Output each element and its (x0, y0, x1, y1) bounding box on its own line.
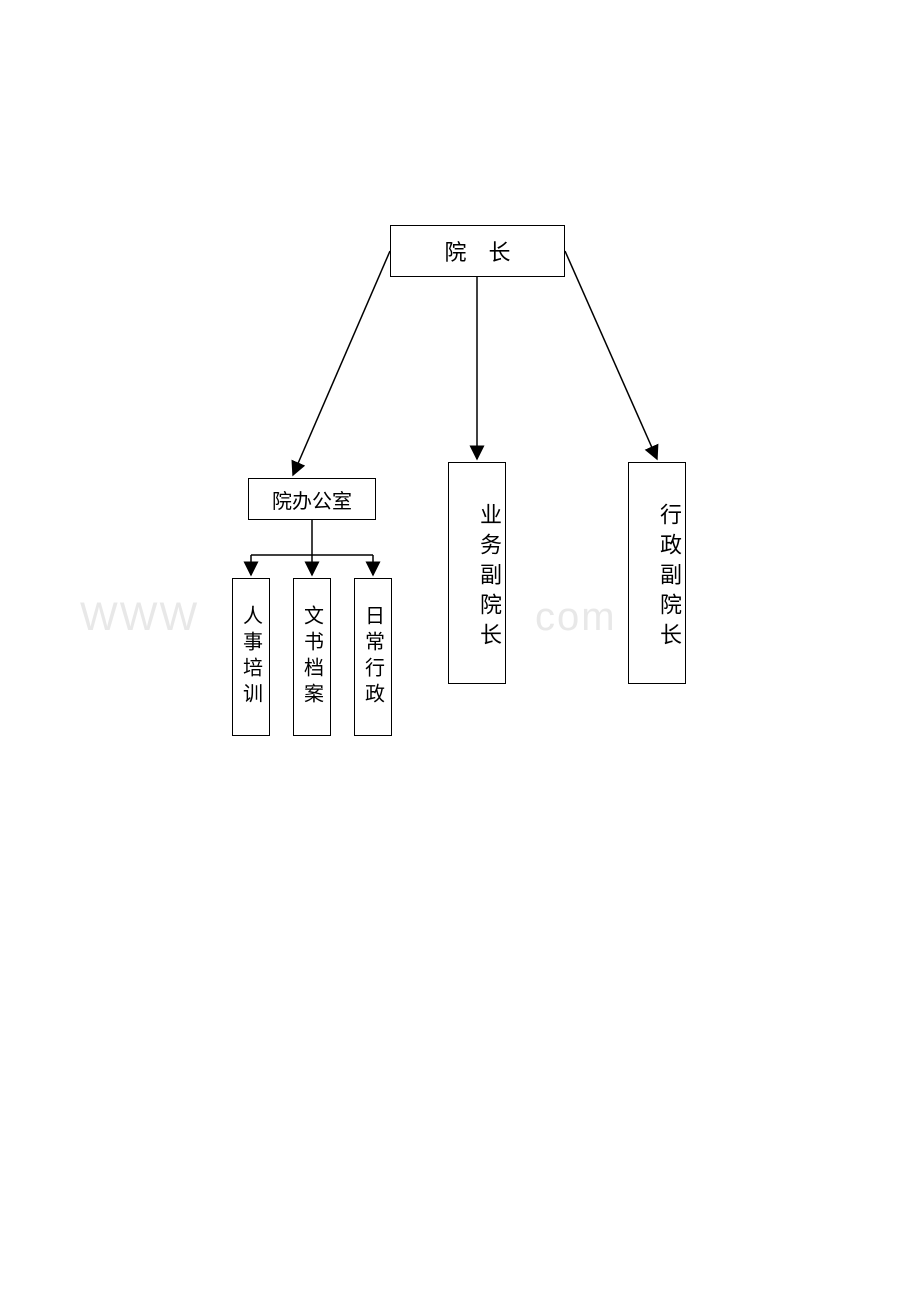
node-root-label: 院 长 (444, 235, 510, 267)
node-hr-training-label: 人事培训 (237, 605, 266, 709)
node-office-label: 院办公室 (272, 485, 352, 514)
node-admin-vp: 行政副院长 (628, 462, 686, 684)
node-daily-admin: 日常行政 (354, 578, 392, 736)
watermark-left: WWW (80, 595, 199, 640)
node-document-archive: 文书档案 (293, 578, 331, 736)
node-daily-admin-label: 日常行政 (359, 605, 388, 709)
node-hr-training: 人事培训 (232, 578, 270, 736)
node-document-archive-label: 文书档案 (298, 605, 327, 709)
node-root: 院 长 (390, 225, 565, 277)
node-business-vp-label: 业务副院长 (473, 503, 505, 653)
node-business-vp: 业务副院长 (448, 462, 506, 684)
node-office: 院办公室 (248, 478, 376, 520)
node-admin-vp-label: 行政副院长 (653, 503, 685, 653)
